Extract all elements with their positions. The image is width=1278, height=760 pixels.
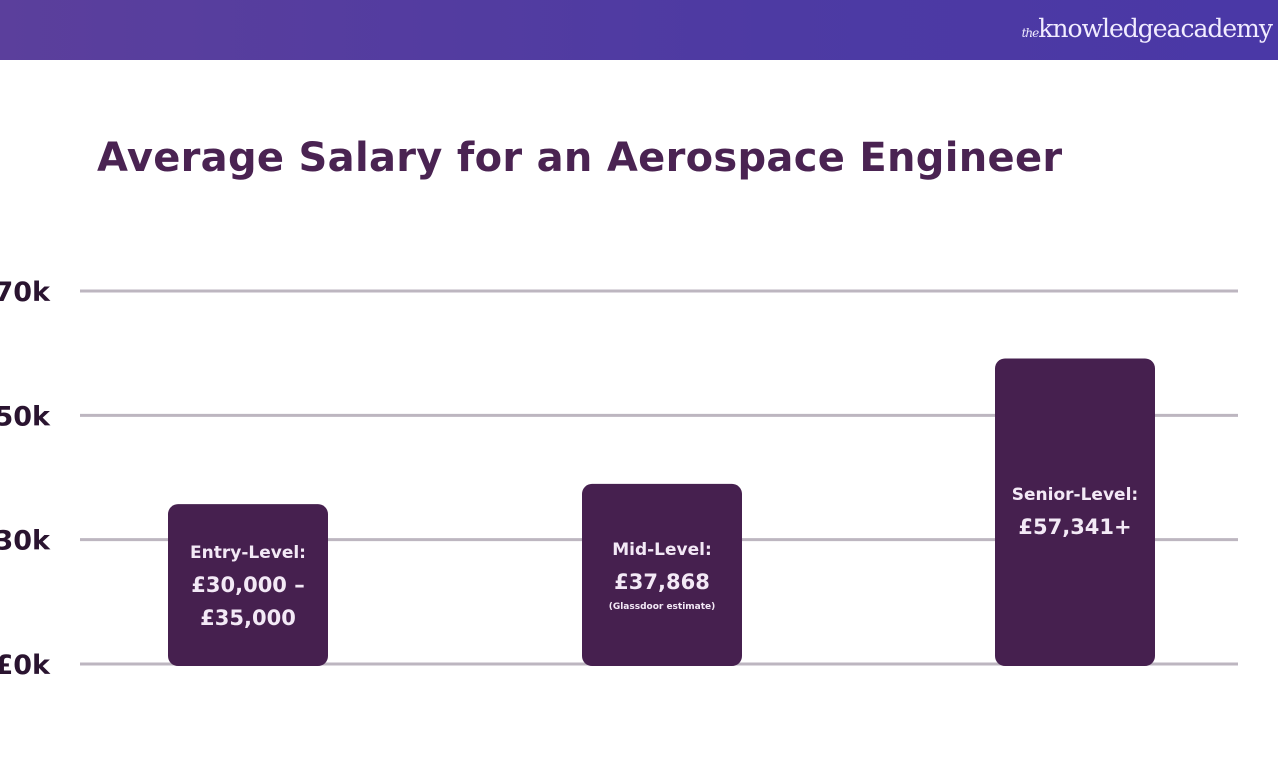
bar-label-title: Mid-Level: (612, 540, 712, 560)
bar-label-value: £30,000 – (191, 573, 304, 597)
bar-label-note: (Glassdoor estimate) (609, 602, 716, 612)
bar-mid-level (582, 483, 742, 666)
logo-text: knowledgeacademy (1038, 14, 1273, 43)
y-tick-label: £70k (0, 277, 51, 308)
bar-senior-level (995, 358, 1155, 666)
header-bar: theknowledgeacademy (0, 0, 1278, 60)
brand-logo: theknowledgeacademy (1021, 14, 1273, 43)
y-tick-label: £50k (0, 401, 51, 432)
chart-title: Average Salary for an Aerospace Engineer (97, 135, 1063, 181)
bar-entry-level (168, 504, 328, 666)
logo-prefix: the (1021, 26, 1040, 40)
y-tick-label: £0k (0, 650, 51, 681)
bar-label-value: £57,341+ (1018, 515, 1131, 539)
bar-label-title: Entry-Level: (190, 543, 306, 563)
bar-label-note: £35,000 (200, 606, 296, 630)
bar-label-title: Senior-Level: (1012, 485, 1138, 505)
y-tick-label: £30k (0, 526, 51, 557)
bar-label-value: £37,868 (614, 570, 710, 594)
